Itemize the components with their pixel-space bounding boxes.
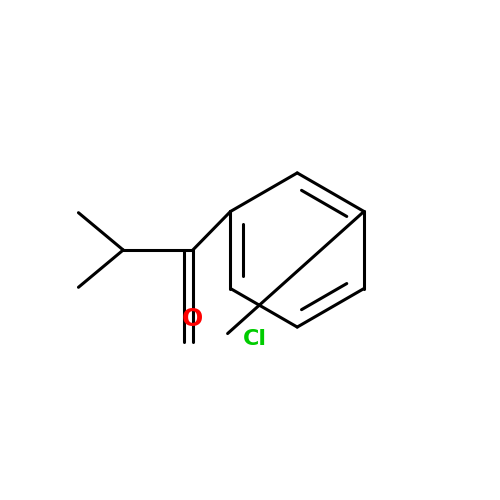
Text: O: O [182,307,204,331]
Text: Cl: Cl [242,328,266,348]
